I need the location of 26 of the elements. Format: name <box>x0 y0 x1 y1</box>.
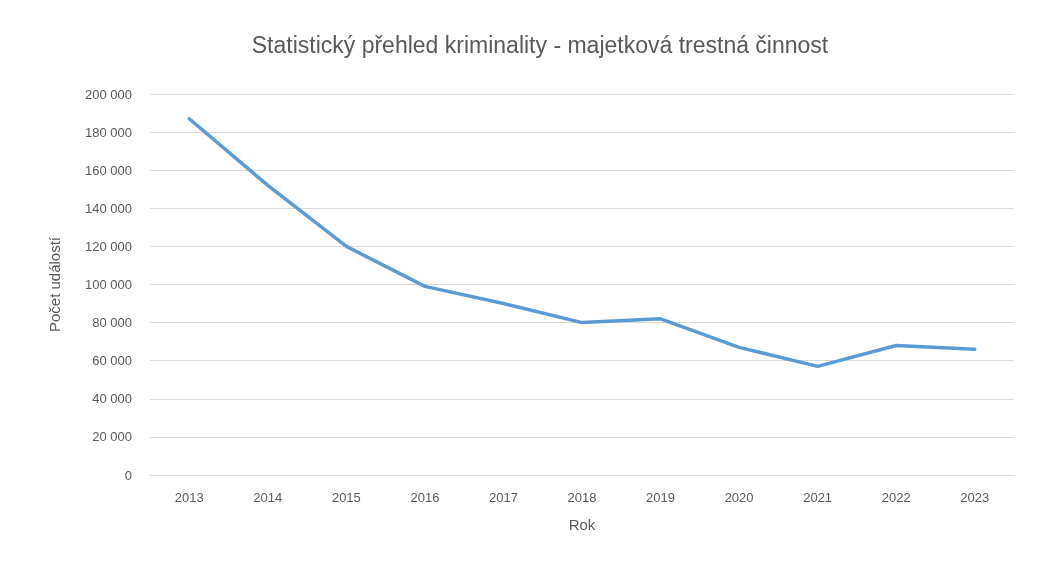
chart-title: Statistický přehled kriminality - majetková trestná činnost <box>251 31 829 58</box>
y-tick-label: 60 000 <box>92 353 132 369</box>
y-tick-label: 100 000 <box>85 277 132 292</box>
y-tick-label: 20 000 <box>92 429 132 445</box>
x-tick-label: 2021 <box>803 490 833 505</box>
y-tick-label: 120 000 <box>85 238 132 254</box>
y-tick-label: 160 000 <box>85 162 132 178</box>
x-tick-label: 2016 <box>410 490 440 505</box>
y-tick-label: 180 000 <box>85 124 132 140</box>
x-tick-label: 2015 <box>331 490 361 505</box>
y-tick-label: 40 000 <box>92 391 132 407</box>
x-tick-label: 2017 <box>488 490 518 505</box>
x-tick-label: 2013 <box>174 490 204 505</box>
x-tick-label: 2022 <box>881 490 911 505</box>
x-tick-label: 2019 <box>646 490 676 505</box>
y-tick-label: 0 <box>124 467 132 483</box>
y-tick-label: 200 000 <box>85 86 132 102</box>
y-tick-label: 80 000 <box>92 315 132 331</box>
y-tick-label: 140 000 <box>85 200 132 216</box>
line-series <box>187 117 977 369</box>
y-axis-title: Počet událostí <box>46 236 63 333</box>
x-tick-label: 2014 <box>253 490 283 505</box>
x-tick-label: 2023 <box>960 490 990 505</box>
x-tick-label: 2020 <box>724 490 754 505</box>
x-axis-title: Rok <box>568 516 596 533</box>
x-tick-label: 2018 <box>567 490 597 505</box>
